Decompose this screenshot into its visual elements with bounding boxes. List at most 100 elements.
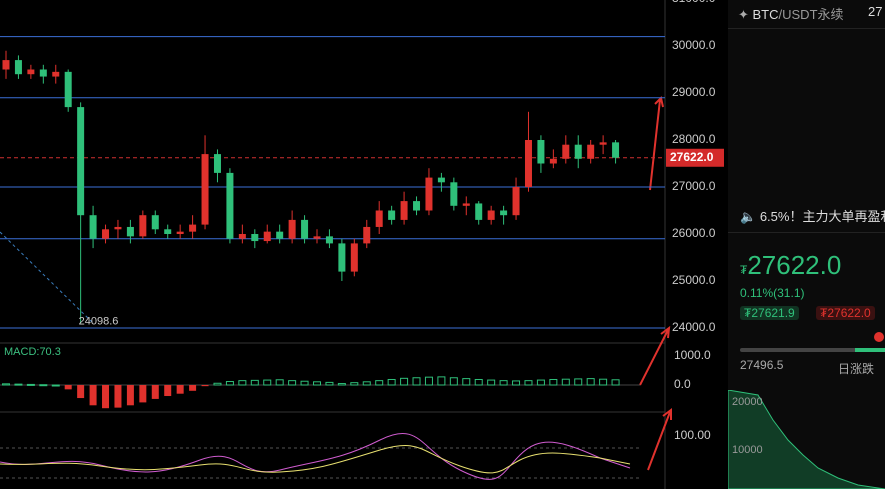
- depth-chart: [728, 390, 885, 489]
- candle-body: [151, 215, 159, 230]
- candle-body: [89, 215, 97, 239]
- macd-bar: [561, 378, 570, 386]
- candle-body: [288, 219, 296, 239]
- ask-value: 27622.0: [827, 306, 871, 320]
- macd-tick: 0.0: [674, 377, 691, 391]
- candle-body: [213, 154, 221, 173]
- side-panel: ✦ BTC/USDT永续 27 🔈 6.5%！主力大单再盈利 ₮27622.0 …: [728, 0, 885, 489]
- arrow: [649, 96, 664, 191]
- bid-value: 27621.9: [751, 306, 795, 320]
- macd-bar: [387, 378, 396, 386]
- candle-body: [524, 140, 532, 187]
- notice-text: 6.5%！主力大单再盈利: [759, 209, 885, 224]
- candle-body: [102, 229, 110, 239]
- macd-bar: [275, 379, 284, 386]
- macd-bar: [611, 379, 620, 386]
- last-price-value: 27622.0: [747, 250, 842, 280]
- candle-body: [52, 71, 60, 77]
- macd-bar: [499, 380, 508, 386]
- macd-bar: [126, 385, 134, 406]
- candle-body: [425, 177, 433, 211]
- candle-body: [2, 60, 10, 70]
- macd-bar: [462, 378, 471, 386]
- candle-body: [313, 236, 321, 239]
- candle-body: [612, 142, 620, 158]
- macd-bar: [26, 383, 35, 386]
- candle-body: [39, 69, 47, 77]
- y-tick-label: 29000.0: [672, 85, 716, 99]
- macd-bar: [350, 382, 359, 386]
- macd-bar: [474, 378, 483, 386]
- range-bar: [740, 348, 885, 352]
- macd-bar: [599, 378, 608, 386]
- macd-bar: [313, 381, 321, 386]
- macd-bar: [225, 381, 234, 386]
- candle-body: [77, 107, 85, 216]
- macd-tick: 1000.0: [674, 348, 711, 362]
- macd-bar: [238, 380, 247, 386]
- macd-bar: [337, 383, 346, 386]
- change: 0.11%(31.1): [740, 286, 805, 300]
- macd-bar: [574, 378, 583, 386]
- candle-body: [549, 158, 557, 164]
- candle-body: [437, 177, 445, 183]
- macd-bar: [151, 385, 159, 399]
- candle-body: [587, 144, 595, 159]
- macd-bar: [89, 385, 97, 406]
- macd-bar: [2, 383, 10, 386]
- candle-body: [487, 210, 495, 220]
- candle-body: [363, 226, 371, 244]
- separator: [728, 28, 885, 29]
- macd-bar: [400, 377, 409, 386]
- candle-body: [388, 210, 396, 220]
- candle-body: [189, 224, 197, 232]
- macd-bar: [512, 380, 521, 386]
- candle-body: [475, 203, 483, 220]
- candle-body: [201, 154, 209, 225]
- candle-body: [226, 172, 234, 239]
- arrow: [639, 325, 671, 386]
- macd-bar: [176, 385, 184, 394]
- macd-bar: [263, 379, 272, 386]
- macd-bar: [586, 378, 595, 386]
- chart: MACD:70.3 100.00 31000.0 30000.0 29000.0 28…: [0, 0, 724, 489]
- candle-body: [599, 142, 607, 145]
- candle-body: [251, 234, 259, 242]
- macd-bar: [412, 377, 421, 386]
- depth-tick: 20000: [732, 396, 763, 408]
- macd-bar: [524, 380, 533, 386]
- candle-body: [350, 243, 358, 272]
- low24: 27496.5: [740, 358, 784, 372]
- trend-line: [0, 231, 93, 323]
- y-tick-label: 25000.0: [672, 273, 716, 287]
- candle-body: [413, 201, 421, 211]
- macd-bar: [14, 383, 23, 386]
- candle-body: [14, 60, 22, 75]
- candle-body: [338, 243, 346, 272]
- candle-body: [400, 201, 408, 220]
- macd-bar: [549, 378, 558, 386]
- candle-body: [164, 229, 172, 234]
- osc-tick: 100.00: [674, 428, 711, 442]
- y-tick-label: 24000.0: [672, 320, 716, 334]
- candle-body: [375, 210, 383, 227]
- symbol-base: BTC: [752, 7, 779, 22]
- macd-bar: [536, 379, 545, 386]
- arrow: [647, 408, 672, 471]
- depth-tick: 10000: [732, 444, 763, 456]
- candle-body: [176, 231, 184, 234]
- symbol-pair: /USDT永续: [778, 7, 844, 22]
- candle-body: [500, 210, 508, 216]
- macd-bar: [325, 381, 334, 386]
- candle-body: [562, 144, 570, 159]
- candle-body: [325, 236, 333, 244]
- candle-body: [301, 219, 309, 239]
- macd-bar: [77, 385, 85, 399]
- macd-label: MACD:70.3: [4, 346, 61, 358]
- last-price-box: [666, 148, 724, 167]
- candle-body: [537, 140, 545, 164]
- macd-bar: [375, 380, 384, 386]
- y-tick-label: 30000.0: [672, 38, 716, 52]
- macd-bar: [487, 379, 496, 386]
